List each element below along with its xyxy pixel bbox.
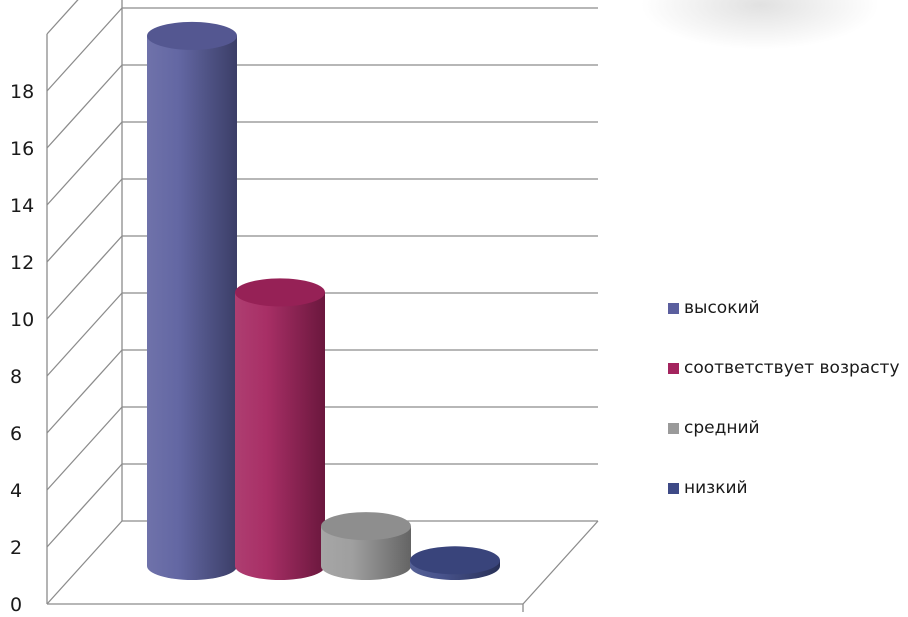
gridline-side-10 (46, 235, 123, 320)
y-tick-label-10: 10 (10, 309, 34, 331)
gridline-side-4 (46, 406, 123, 491)
bar-top-3 (410, 546, 500, 575)
gridline-side-18 (46, 7, 123, 92)
bar-0 (147, 21, 237, 580)
bars-layer (147, 21, 500, 580)
y-tick-labels: 0 2 4 6 8 10 12 14 16 18 (10, 81, 34, 616)
gridline-side-0 (46, 520, 123, 605)
legend-swatch-high (668, 302, 679, 314)
bar-2 (321, 512, 411, 580)
bar-top-1 (235, 278, 325, 307)
legend-label-age-appropriate: соответствует возрасту (684, 358, 900, 378)
legend: высокий соответствует возрасту средний н… (668, 296, 900, 536)
gridline-side-2 (46, 463, 123, 548)
y-tick-label-0: 0 (10, 594, 22, 616)
y-tick-label-14: 14 (10, 195, 34, 217)
legend-item-medium: средний (668, 416, 900, 440)
gridline-side-12 (46, 178, 123, 263)
y-tick-label-2: 2 (10, 537, 22, 559)
legend-swatch-low (668, 482, 679, 494)
legend-item-high: высокий (668, 296, 900, 320)
y-tick-label-16: 16 (10, 138, 34, 160)
bar-top-2 (321, 512, 411, 541)
legend-item-low: низкий (668, 476, 900, 500)
y-tick-label-8: 8 (10, 366, 22, 388)
y-tick-label-12: 12 (10, 252, 34, 274)
y-tick-label-6: 6 (10, 423, 22, 445)
bar-top-0 (147, 21, 237, 50)
gridline-side-8 (46, 292, 123, 377)
y-tick-label-4: 4 (10, 480, 22, 502)
bar-3 (410, 546, 500, 580)
bar-body-2 (321, 526, 411, 580)
gridline-side-16 (46, 64, 123, 149)
bar-body-0 (147, 35, 237, 580)
bar-1 (235, 278, 325, 580)
legend-label-medium: средний (684, 418, 760, 438)
legend-label-low: низкий (684, 478, 748, 498)
gridline-side-6 (46, 349, 123, 434)
legend-item-age-appropriate: соответствует возрасту (668, 356, 900, 380)
legend-label-high: высокий (684, 298, 760, 318)
floor-right-edge (522, 520, 599, 605)
legend-swatch-age-appropriate (668, 362, 679, 374)
legend-swatch-medium (668, 422, 679, 434)
gridline-side-20 (46, 0, 79, 35)
y-tick-label-18: 18 (10, 81, 34, 103)
bar-body-1 (235, 292, 325, 580)
gridline-side-14 (46, 121, 123, 206)
